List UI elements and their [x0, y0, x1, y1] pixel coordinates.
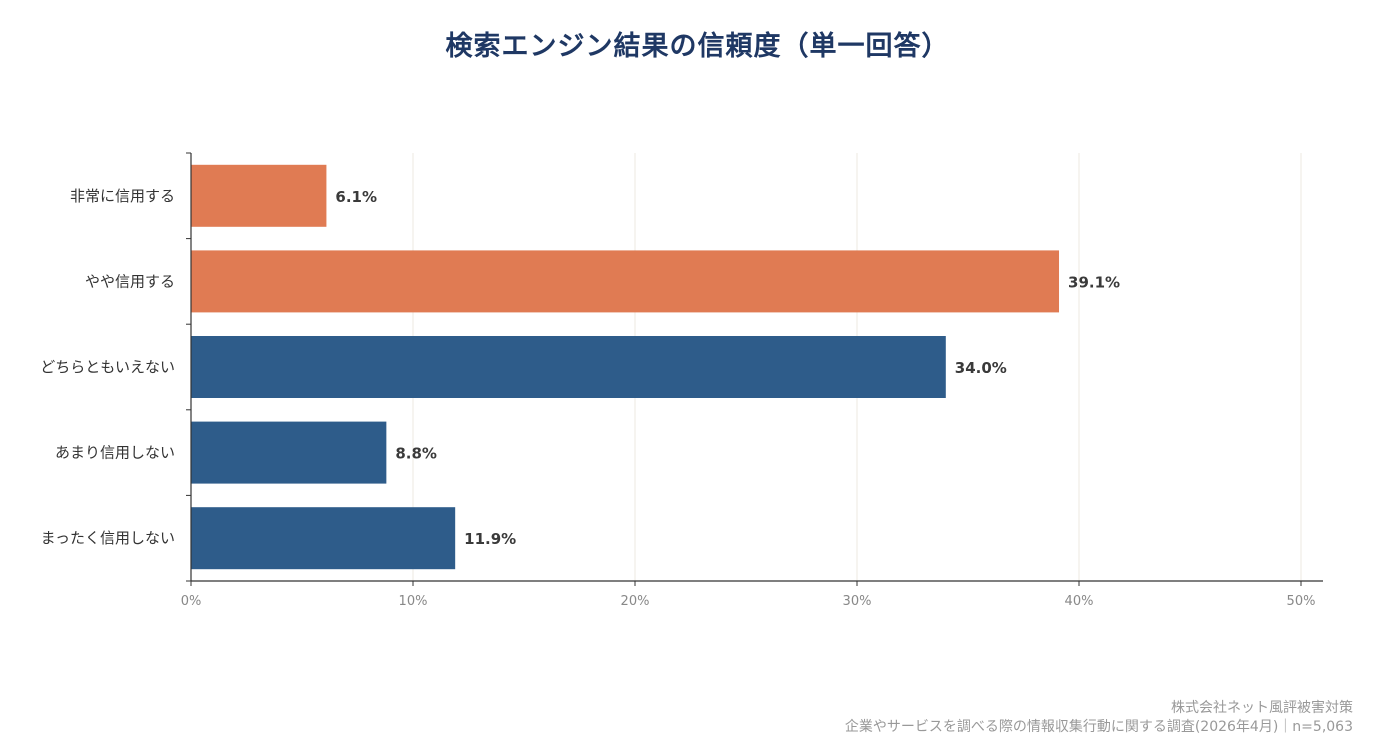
bars [191, 164, 1060, 570]
bar [191, 421, 387, 484]
value-label: 39.1% [1068, 273, 1120, 291]
value-label: 34.0% [955, 359, 1007, 377]
category-label: やや信用する [85, 272, 175, 290]
bar [191, 336, 946, 398]
bar [191, 164, 327, 227]
x-tick-label: 50% [1287, 594, 1316, 609]
footer-source: 株式会社ネット風評被害対策 [1171, 700, 1353, 716]
x-tick-label: 10% [399, 594, 428, 609]
x-tick-label: 40% [1065, 594, 1094, 609]
category-label: どちらともいえない [40, 358, 175, 376]
footer-survey: 企業やサービスを調べる際の情報収集行動に関する調査(2026年4月)｜n=5,0… [844, 719, 1353, 735]
x-tick-label: 0% [181, 594, 202, 609]
bar [191, 250, 1060, 313]
axes [186, 152, 1323, 586]
labels: 0% 10% 20% 30% 40% 50% 非常に信用する 6.1% やや信用する 39.1% ど… [40, 187, 1315, 609]
category-label: まったく信用しない [41, 529, 175, 547]
value-label: 8.8% [395, 445, 437, 463]
bar [191, 507, 456, 570]
x-tick-label: 30% [843, 594, 872, 609]
category-label: あまり信用しない [55, 444, 175, 462]
value-label: 11.9% [464, 530, 516, 548]
category-label: 非常に信用する [70, 187, 175, 205]
x-tick-label: 20% [621, 594, 650, 609]
value-label: 6.1% [335, 188, 377, 206]
chart-title: 検索エンジン結果の信頼度（単一回答） [445, 31, 950, 62]
